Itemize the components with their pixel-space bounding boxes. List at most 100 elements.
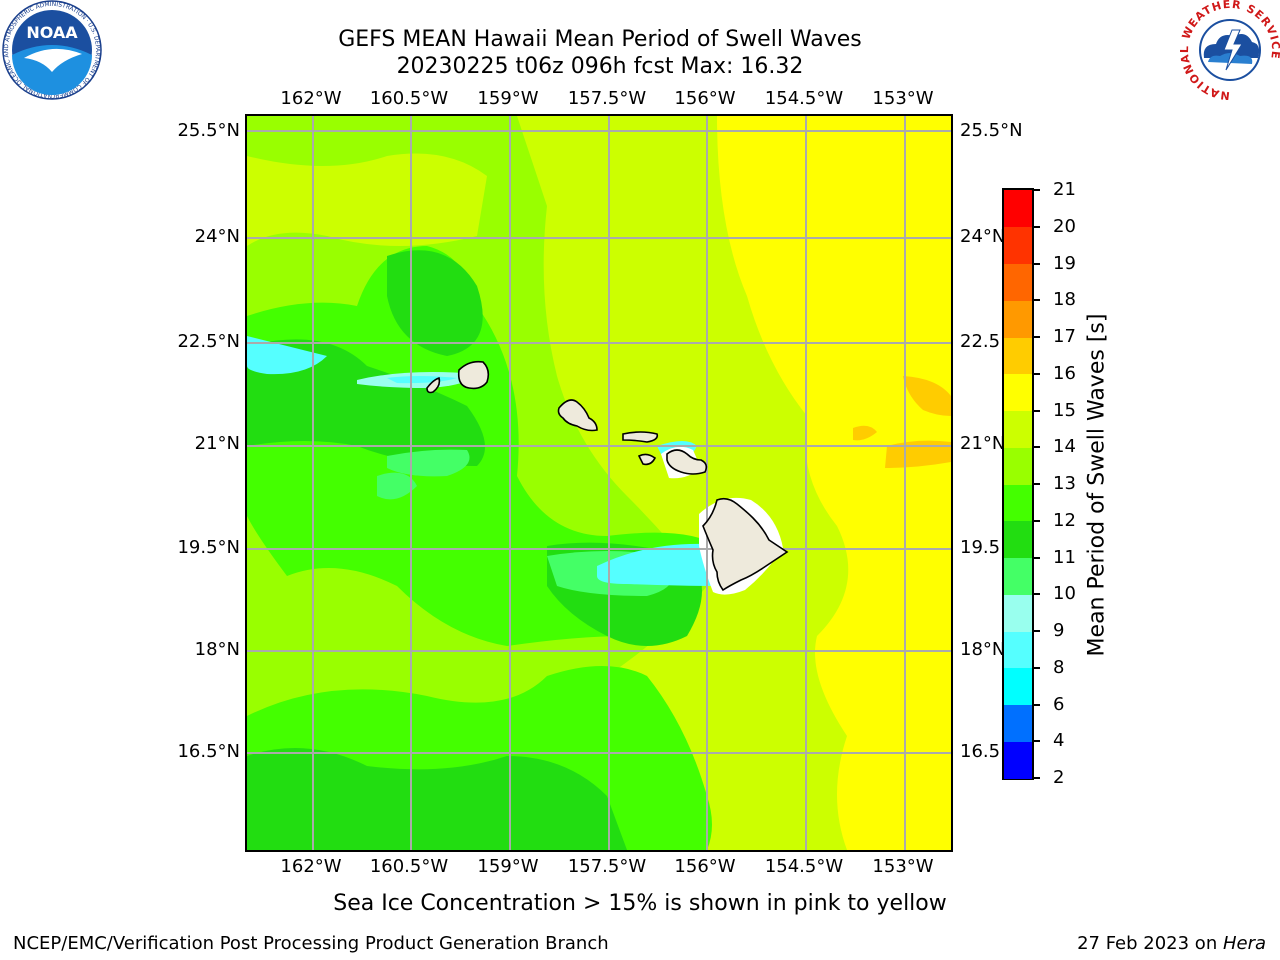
lat-tick-right: 16.5: [960, 741, 1001, 762]
lat-tick-left: 18°N: [194, 639, 240, 660]
lat-tick-right: 25.5°N: [960, 120, 1023, 141]
colorbar-tick-label: 18: [1053, 289, 1076, 311]
colorbar-tick: [1034, 556, 1040, 559]
colorbar-segment: [1004, 263, 1032, 301]
field-11-12s-south: [247, 748, 627, 850]
colorbar-tick: [1034, 666, 1040, 669]
colorbar-tick: [1034, 372, 1040, 375]
colorbar-segment: [1004, 373, 1032, 411]
field-11-12s-kauai: [247, 339, 485, 466]
lon-tick-top: 162°W: [280, 88, 342, 109]
island-kauai: [457, 360, 490, 390]
colorbar-tick-label: 16: [1053, 362, 1076, 384]
chart-title: GEFS MEAN Hawaii Mean Period of Swell Wa…: [338, 27, 862, 52]
noaa-logo: NATIONAL OCEANIC AND ATMOSPHERIC ADMINIS…: [0, 0, 106, 104]
sea-ice-footnote: Sea Ice Concentration > 15% is shown in …: [333, 891, 947, 916]
footer-date-text: 27 Feb 2023 on: [1077, 933, 1223, 954]
lon-tick-top: 160.5°W: [369, 88, 449, 109]
lat-tick-right: 21°N: [960, 433, 1006, 454]
colorbar-segment: [1004, 594, 1032, 632]
colorbar-title: Mean Period of Swell Waves [s]: [1084, 313, 1110, 657]
lon-tick-bottom: 160.5°W: [369, 856, 449, 877]
lon-tick-bottom: 156°W: [674, 856, 736, 877]
colorbar-segment: [1004, 484, 1032, 522]
swell-period-map: [247, 116, 951, 850]
colorbar-tick-label: 8: [1053, 656, 1065, 678]
colorbar-segment: [1004, 520, 1032, 558]
colorbar-segment: [1004, 667, 1032, 705]
colorbar-segment: [1004, 300, 1032, 338]
colorbar-tick: [1034, 593, 1040, 596]
colorbar-tick: [1034, 483, 1040, 485]
colorbar-segment: [1004, 337, 1032, 375]
island-lanai: [637, 453, 657, 466]
lon-tick-bottom: 153°W: [872, 856, 934, 877]
graticule: [247, 116, 951, 850]
colorbar-segment: [1004, 631, 1032, 669]
colorbar: [1002, 188, 1034, 780]
footer-date: 27 Feb 2023 on Hera: [1077, 933, 1266, 954]
colorbar-tick: [1034, 262, 1040, 265]
colorbar-tick-label: 21: [1053, 179, 1076, 200]
map-panel: [245, 114, 953, 852]
lon-tick-bottom: 154.5°W: [764, 856, 844, 877]
field-8-9s-hawaii-lee: [597, 543, 717, 586]
lat-tick-right: 19.5: [960, 537, 1001, 558]
noaa-wordmark: NOAA: [26, 23, 78, 42]
colorbar-segment: [1004, 557, 1032, 595]
lat-tick-left: 25.5°N: [177, 120, 240, 141]
colorbar-tick-label: 20: [1053, 215, 1076, 237]
lon-tick-top: 153°W: [872, 88, 934, 109]
colorbar-tick-label: 17: [1053, 326, 1076, 347]
field-13-14s-north: [247, 153, 487, 246]
lon-tick-bottom: 157.5°W: [567, 856, 647, 877]
colorbar-tick: [1034, 336, 1040, 338]
footer-host: Hera: [1222, 933, 1266, 954]
island-hawaii: [702, 497, 789, 592]
field-8-9s-west: [247, 336, 327, 375]
colorbar-tick: [1034, 409, 1040, 412]
field-10-11s-a: [387, 449, 470, 477]
colorbar-tick: [1034, 703, 1040, 706]
colorbar-tick-label: 10: [1053, 583, 1076, 605]
island-molokai: [622, 431, 659, 443]
colorbar-segment: [1004, 190, 1032, 228]
lon-tick-bottom: 162°W: [280, 856, 342, 877]
colorbar-tick-label: 9: [1053, 620, 1065, 641]
colorbar-tick: [1034, 519, 1040, 522]
lat-tick-left: 21°N: [194, 433, 240, 454]
lat-tick-right: 24°N: [960, 226, 1006, 247]
lat-tick-left: 22.5°N: [177, 331, 240, 352]
colorbar-tick: [1034, 446, 1040, 449]
colorbar-tick: [1034, 630, 1040, 632]
colorbar-tick-label: 15: [1053, 399, 1076, 421]
colorbar-tick-label: 13: [1053, 473, 1076, 494]
lon-tick-top: 159°W: [477, 88, 539, 109]
colorbar-segment: [1004, 447, 1032, 485]
lat-tick-left: 16.5°N: [177, 741, 240, 762]
colorbar-tick-label: 14: [1053, 436, 1076, 458]
island-maui: [666, 449, 708, 475]
field-14-15s: [717, 116, 951, 850]
field-15-16s-b: [885, 440, 951, 468]
colorbar-tick-label: 12: [1053, 509, 1076, 531]
lat-tick-left: 24°N: [194, 226, 240, 247]
chart-subtitle: 20230225 t06z 096h fcst Max: 16.32: [396, 54, 804, 79]
colorbar-segment: [1004, 410, 1032, 448]
colorbar-segment: [1004, 226, 1032, 264]
lat-tick-right: 18°N: [960, 639, 1006, 660]
colorbar-tick-label: 19: [1053, 252, 1076, 274]
colorbar-tick: [1034, 299, 1040, 302]
colorbar-tick: [1034, 225, 1040, 228]
field-15-16s-a: [903, 376, 951, 416]
colorbar-segment: [1004, 741, 1032, 779]
colorbar-tick: [1034, 740, 1040, 743]
colorbar-tick-label: 11: [1053, 546, 1076, 568]
footer-credit: NCEP/EMC/Verification Post Processing Pr…: [13, 933, 609, 954]
nws-logo: NATIONAL WEATHER SERVICE: [1178, 0, 1280, 104]
colorbar-tick-label: 4: [1053, 730, 1065, 752]
colorbar-tick: [1034, 189, 1040, 191]
island-oahu: [557, 399, 598, 432]
field-10-11s-c: [377, 472, 417, 500]
lon-tick-top: 157.5°W: [567, 88, 647, 109]
